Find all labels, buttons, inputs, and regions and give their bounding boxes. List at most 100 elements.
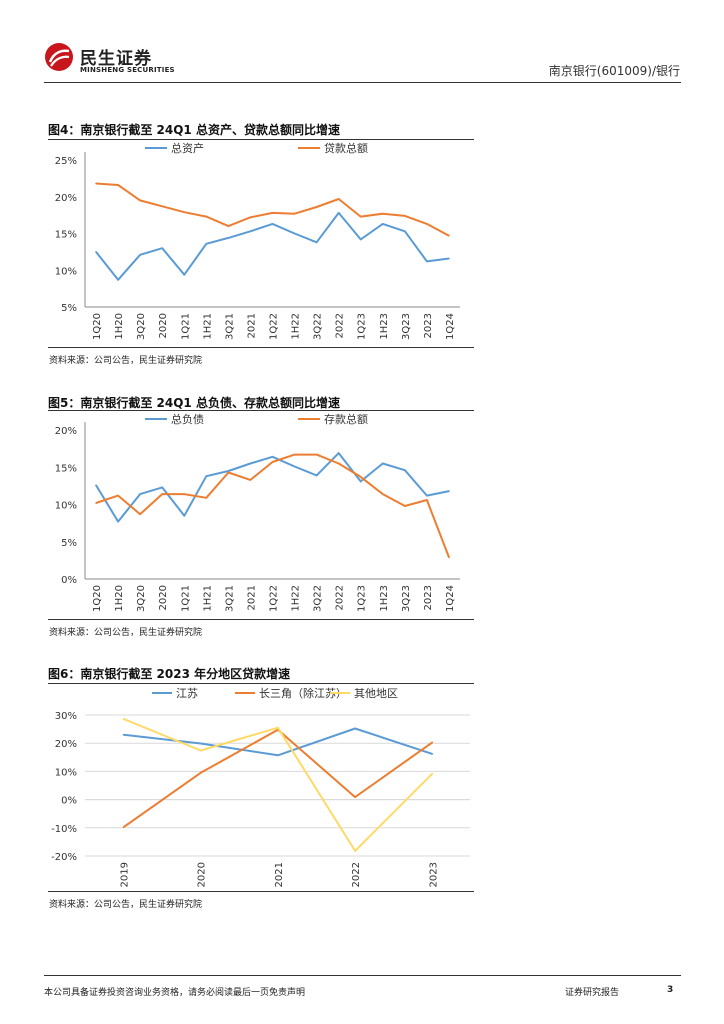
report-subject: 南京银行(601009)/银行 — [548, 64, 680, 78]
fig5-data-point — [95, 484, 97, 486]
fig6-data-point — [277, 754, 279, 757]
fig4-data-point — [381, 212, 384, 215]
fig5-legend-label-2: 存款总额 — [324, 412, 368, 426]
fig5-x-tick-label: 2023 — [423, 585, 434, 610]
figure-4-top-rule — [48, 139, 474, 140]
fig5-data-point — [381, 462, 384, 465]
fig6-data-point — [122, 733, 125, 736]
fig5-x-tick-label: 1H23 — [379, 585, 390, 612]
fig5-data-point — [183, 493, 186, 495]
fig5-x-tick-label: 3Q20 — [136, 585, 147, 612]
fig5-data-point — [205, 475, 208, 477]
fig5-y-tick-label: 5% — [61, 538, 77, 549]
fig5-data-point — [249, 479, 252, 481]
figure-5-top-rule — [48, 410, 474, 411]
fig6-data-point — [354, 727, 356, 730]
fig4-data-point — [337, 212, 340, 214]
fig5-data-point — [404, 469, 406, 472]
fig6-data-point — [199, 742, 202, 745]
fig4-data-point — [404, 230, 406, 233]
fig6-y-tick-label: 20% — [55, 739, 77, 750]
brand-name-en: MINSHENG SECURITIES — [80, 66, 175, 74]
fig5-data-point — [293, 465, 296, 468]
fig6-data-point — [199, 749, 202, 752]
fig5-data-point — [315, 474, 318, 477]
fig6-x-tick-label: 2021 — [274, 862, 285, 887]
fig4-data-point — [95, 251, 97, 253]
fig4-data-point — [293, 212, 296, 215]
fig5-data-point — [404, 505, 406, 507]
fig4-data-point — [271, 223, 274, 225]
figure-6-top-rule — [48, 683, 474, 684]
fig4-x-tick-label: 3Q23 — [401, 313, 412, 340]
fig4-data-point — [95, 182, 97, 185]
fig4-data-point — [183, 273, 186, 276]
footer-rule — [44, 975, 681, 976]
fig4-x-tick-label: 1H20 — [114, 313, 125, 340]
fig4-data-point — [117, 184, 119, 186]
fig5-data-point — [337, 462, 340, 465]
fig5-x-tick-label: 3Q22 — [313, 585, 324, 612]
fig4-x-tick-label: 2022 — [335, 313, 346, 338]
fig4-legend-label-1: 总资产 — [171, 141, 204, 155]
fig6-data-point — [431, 753, 434, 755]
fig6-legend-label-3: 其他地区 — [354, 687, 398, 700]
page-number: 3 — [667, 985, 674, 995]
figure-6-title: 图6：南京银行截至 2023 年分地区贷款增速 — [48, 667, 291, 681]
fig5-data-point — [139, 493, 141, 495]
fig5-data-point — [271, 456, 274, 458]
fig6-y-tick-label: -10% — [51, 824, 77, 835]
fig5-data-point — [117, 494, 119, 497]
fig4-data-point — [426, 260, 428, 263]
fig4-data-point — [448, 257, 450, 260]
fig4-data-point — [426, 223, 428, 225]
footer-report-type: 证券研究报告 — [565, 988, 620, 998]
fig4-x-tick-label: 1H22 — [291, 313, 302, 340]
fig5-x-tick-label: 1H21 — [202, 585, 213, 612]
fig4-x-tick-label: 3Q21 — [224, 313, 235, 340]
fig5-data-point — [205, 496, 208, 499]
fig4-x-tick-label: 1H23 — [379, 313, 390, 340]
fig6-y-tick-label: 30% — [55, 711, 77, 722]
fig4-x-tick-label: 2023 — [423, 313, 434, 338]
fig4-x-tick-label: 1Q24 — [445, 313, 456, 340]
fig4-data-point — [337, 198, 340, 200]
fig5-x-tick-label: 1Q22 — [269, 585, 280, 612]
fig4-y-tick-label: 15% — [55, 230, 77, 241]
fig6-x-tick-label: 2022 — [351, 862, 362, 887]
fig4-y-tick-label: 25% — [55, 156, 77, 167]
fig4-x-tick-label: 1Q23 — [357, 313, 368, 340]
figure-4-source: 资料来源：公司公告，民生证券研究院 — [49, 356, 203, 366]
fig5-data-point — [139, 513, 141, 515]
fig5-data-point — [227, 470, 230, 472]
fig5-legend-label-1: 总负债 — [171, 412, 204, 426]
fig6-y-tick-label: 10% — [55, 767, 77, 778]
fig4-data-point — [271, 212, 274, 214]
figure-5-title: 图5：南京银行截至 24Q1 总负债、存款总额同比增速 — [48, 396, 340, 410]
footer-disclaimer: 本公司具备证券投资咨询业务资格，请务必阅读最后一页免责声明 — [44, 988, 306, 998]
fig5-series-line-2 — [95, 453, 450, 558]
fig4-data-point — [249, 230, 252, 233]
fig4-data-point — [139, 254, 141, 256]
fig5-x-tick-label: 1H22 — [291, 585, 302, 612]
fig5-data-point — [359, 476, 362, 478]
fig4-y-tick-label: 10% — [55, 266, 77, 277]
fig6-data-point — [199, 772, 202, 774]
fig4-data-point — [448, 234, 450, 237]
fig4-data-point — [227, 237, 230, 239]
fig5-data-point — [161, 493, 164, 495]
fig4-data-point — [249, 216, 252, 219]
fig4-data-point — [293, 232, 296, 235]
fig5-data-point — [183, 514, 186, 517]
fig5-x-tick-label: 2022 — [335, 585, 346, 610]
fig4-y-tick-label: 5% — [61, 303, 77, 314]
fig6-x-tick-label: 2019 — [120, 862, 131, 887]
figure-5-bottom-rule — [48, 619, 474, 620]
fig5-data-point — [381, 493, 384, 495]
fig6-legend-label-1: 江苏 — [176, 687, 198, 700]
fig4-data-point — [205, 215, 208, 218]
fig4-y-tick-label: 20% — [55, 193, 77, 204]
figure-4-title: 图4：南京银行截至 24Q1 总资产、贷款总额同比增速 — [48, 123, 340, 137]
fig5-data-point — [359, 480, 362, 483]
fig5-y-tick-label: 10% — [55, 501, 77, 512]
